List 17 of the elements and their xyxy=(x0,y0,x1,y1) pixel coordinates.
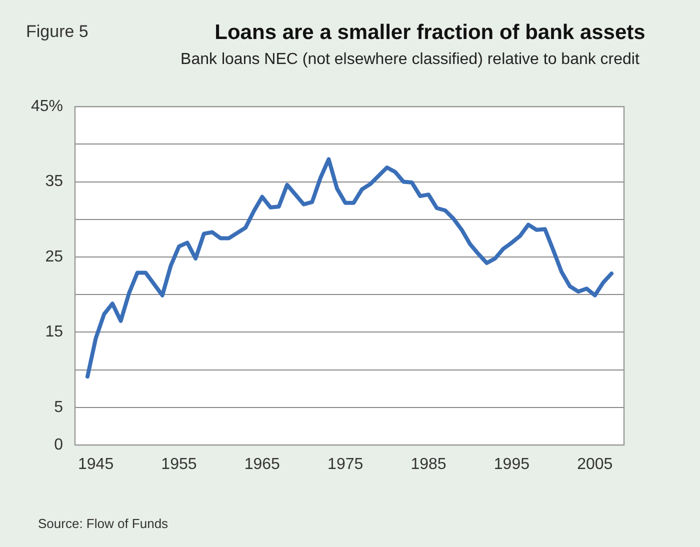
x-tick-label: 1995 xyxy=(494,456,530,474)
y-tick-label: 0 xyxy=(54,436,64,454)
caption: Figure 5 xyxy=(26,22,88,42)
x-tick-label: 1965 xyxy=(244,456,280,474)
y-tick-label: 15 xyxy=(45,324,64,341)
x-tick-label: 1945 xyxy=(78,456,114,474)
source-note: Source: Flow of Funds xyxy=(38,516,168,531)
chart-subtitle: Bank loans NEC (not elsewhere classified) relative to bank credit xyxy=(180,51,640,69)
x-tick-label: 2005 xyxy=(577,456,613,474)
x-tick-label: 1985 xyxy=(410,456,446,474)
y-tick-label: 25 xyxy=(45,248,64,266)
y-tick-label: 45% xyxy=(30,98,63,116)
x-tick-label: 1955 xyxy=(161,456,197,474)
y-tick-label: 5 xyxy=(54,398,64,416)
x-tick-label: 1975 xyxy=(328,456,364,474)
chart-title: Loans are a smaller fraction of bank assets xyxy=(214,21,646,45)
y-tick-label: 35 xyxy=(45,173,64,190)
